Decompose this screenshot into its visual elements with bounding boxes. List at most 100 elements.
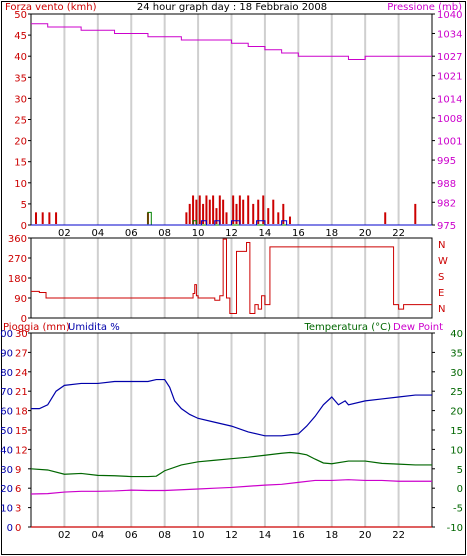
x-tick-label: 16 <box>292 530 305 541</box>
temperature-tick-label: -5 <box>453 504 463 515</box>
humidity-tick-label: 90 <box>0 348 13 359</box>
y-tick-label: 50 <box>14 10 27 21</box>
x-tick-label: 22 <box>392 228 405 239</box>
rain-tick-label: 30 <box>15 329 28 340</box>
temperature-tick-label: 35 <box>450 348 463 359</box>
x-tick-label: 04 <box>91 228 104 239</box>
x-tick-label: 08 <box>158 228 171 239</box>
humidity-tick-label: 100 <box>0 329 13 340</box>
compass-label: N <box>438 240 445 251</box>
x-tick-label: 04 <box>91 530 104 541</box>
humidity-axis-label: Umidita % <box>68 322 120 333</box>
series-line-1 <box>30 451 432 478</box>
y-right-tick-label: 1034 <box>437 29 462 40</box>
rain-tick-label: 3 <box>15 504 21 515</box>
y-tick-label: 5 <box>21 200 27 211</box>
rain-tick-label: 6 <box>15 484 21 495</box>
temperature-tick-label: 40 <box>450 329 463 340</box>
y-right-tick-label: 995 <box>437 156 456 167</box>
humidity-tick-label: 0 <box>7 523 13 534</box>
rain-tick-label: 18 <box>15 407 28 418</box>
humidity-tick-label: 40 <box>0 445 13 456</box>
y-tick-label: 30 <box>14 94 27 105</box>
x-tick-label: 10 <box>192 530 205 541</box>
humidity-tick-label: 80 <box>0 368 13 379</box>
pressure-axis-label: Pressione (mb) <box>387 2 462 13</box>
rain-tick-label: 24 <box>15 368 28 379</box>
x-tick-label: 20 <box>359 228 372 239</box>
humidity-tick-label: 30 <box>0 465 13 476</box>
y-tick-label: 35 <box>14 73 27 84</box>
compass-label: W <box>438 256 448 267</box>
y-right-tick-label: 1021 <box>437 72 462 83</box>
humidity-tick-label: 70 <box>0 387 13 398</box>
y-tick-label: 45 <box>14 31 27 42</box>
temperature-tick-label: 20 <box>450 407 463 418</box>
humidity-tick-label: 20 <box>0 484 13 495</box>
x-tick-label: 10 <box>192 228 205 239</box>
chart-title: 24 hour graph day : 18 Febbraio 2008 <box>137 2 327 13</box>
y-tick-label: 40 <box>14 52 27 63</box>
y-tick-label: 20 <box>14 137 27 148</box>
y-tick-label: 10 <box>14 179 27 190</box>
x-tick-label: 20 <box>359 530 372 541</box>
y-right-tick-label: 988 <box>437 179 456 190</box>
y-right-tick-label: 975 <box>437 221 456 232</box>
y-right-tick-label: 1008 <box>437 114 462 125</box>
series-line-2 <box>30 479 432 495</box>
y-right-tick-label: 1027 <box>437 52 462 63</box>
rain-axis-label: Pioggia (mm) <box>3 322 70 333</box>
x-tick-label: 18 <box>325 530 338 541</box>
wind-axis-label: Forza vento (kmh) <box>5 2 97 13</box>
x-tick-label: 02 <box>58 228 71 239</box>
dewpoint-axis-label: Dew Point <box>393 322 443 333</box>
wind-direction-line <box>31 238 432 315</box>
y-tick-label: 270 <box>8 254 27 265</box>
rain-tick-label: 0 <box>15 523 21 534</box>
y-right-tick-label: 1001 <box>437 137 462 148</box>
y-tick-label: 0 <box>21 221 27 232</box>
series-line-3 <box>31 220 432 226</box>
x-tick-label: 14 <box>259 228 272 239</box>
humidity-tick-label: 60 <box>0 407 13 418</box>
humidity-tick-label: 10 <box>0 504 13 515</box>
y-right-tick-label: 982 <box>437 198 456 209</box>
x-tick-label: 02 <box>58 530 71 541</box>
x-tick-label: 06 <box>125 530 138 541</box>
y-right-tick-label: 1014 <box>437 94 462 105</box>
x-tick-label: 18 <box>325 228 338 239</box>
temperature-tick-label: -10 <box>447 523 463 534</box>
temperature-tick-label: 10 <box>450 445 463 456</box>
x-tick-label: 12 <box>225 530 238 541</box>
x-tick-label: 14 <box>259 530 272 541</box>
y-tick-label: 360 <box>8 234 27 245</box>
x-tick-label: 16 <box>292 228 305 239</box>
y-tick-label: 0 <box>21 314 27 325</box>
humidity-tick-label: 50 <box>0 426 13 437</box>
temperature-tick-label: 30 <box>450 368 463 379</box>
rain-tick-label: 12 <box>15 445 28 456</box>
rain-tick-label: 9 <box>15 465 21 476</box>
temperature-axis-label: Temperatura (°C) <box>303 322 391 333</box>
y-tick-label: 15 <box>14 158 27 169</box>
series-line-0 <box>31 23 432 60</box>
y-tick-label: 25 <box>14 116 27 127</box>
compass-label: N <box>438 304 445 315</box>
x-tick-label: 06 <box>125 228 138 239</box>
x-tick-label: 12 <box>225 228 238 239</box>
rain-tick-label: 21 <box>15 387 28 398</box>
compass-label: S <box>438 272 444 283</box>
y-right-tick-label: 1040 <box>437 10 462 21</box>
temperature-tick-label: 15 <box>450 426 463 437</box>
temperature-tick-label: 25 <box>450 387 463 398</box>
rain-tick-label: 15 <box>15 426 28 437</box>
rain-tick-label: 27 <box>15 348 28 359</box>
y-tick-label: 180 <box>8 274 27 285</box>
compass-label: E <box>438 288 444 299</box>
temperature-tick-label: 0 <box>457 484 463 495</box>
temperature-tick-label: 5 <box>457 465 463 476</box>
series-line-0 <box>31 378 432 437</box>
